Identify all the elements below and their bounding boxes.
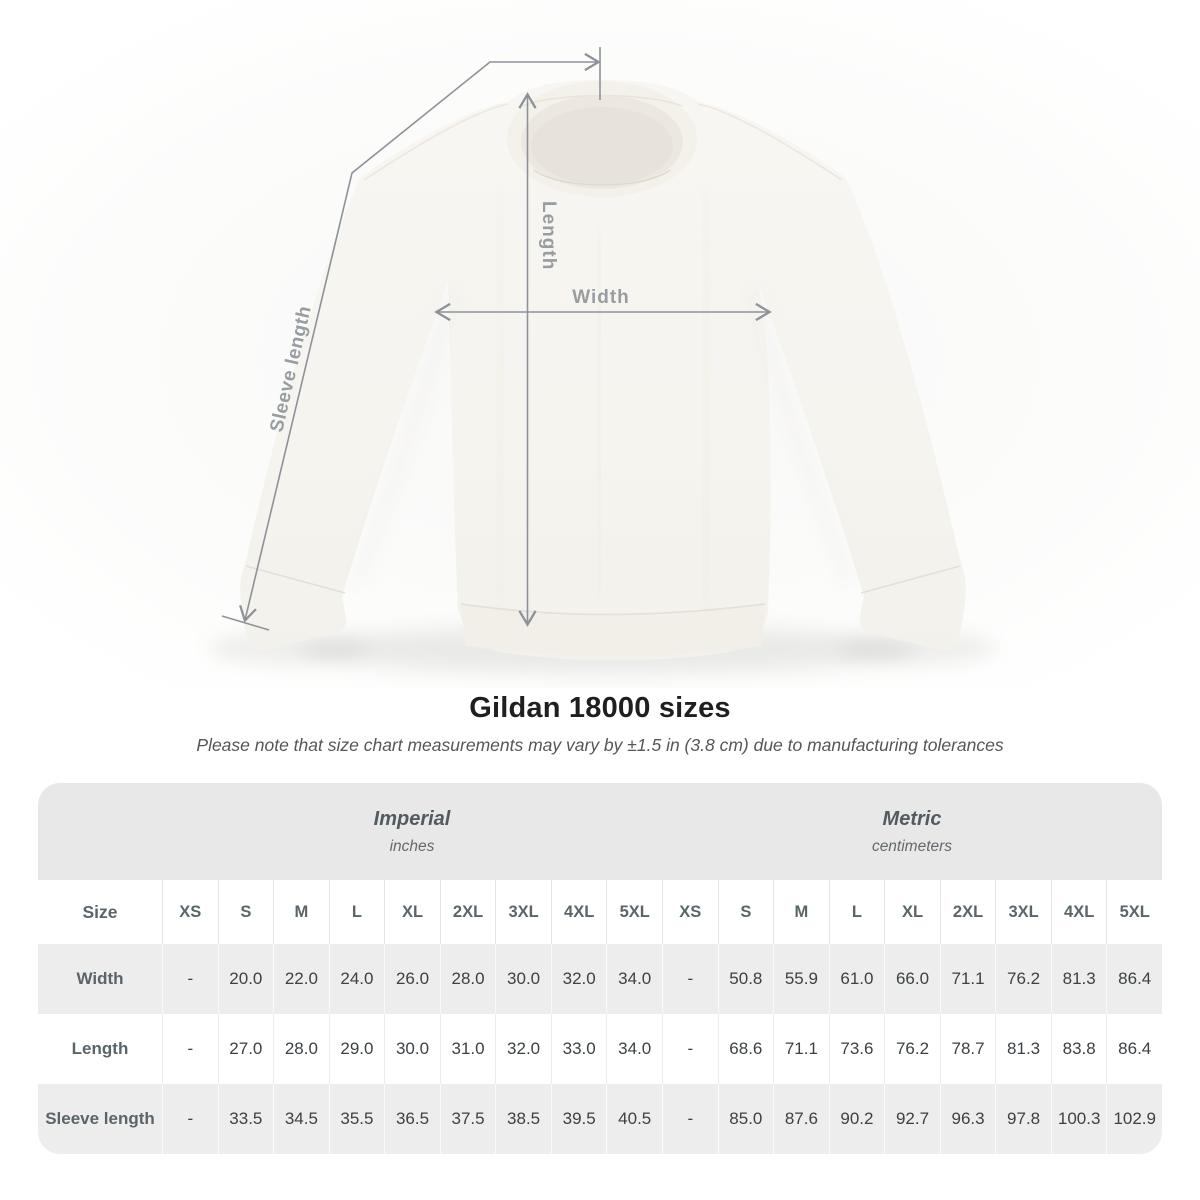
metric-label: Metric <box>882 807 942 830</box>
right-cuff-seam <box>860 565 961 594</box>
cell-value: 83.8 <box>1050 1014 1107 1084</box>
cell-value: 28.0 <box>273 1014 329 1084</box>
imperial-units: inches <box>389 837 435 855</box>
cell-value: 22.0 <box>273 944 329 1014</box>
cell-value: 68.6 <box>717 1014 774 1084</box>
cell-value: 66.0 <box>884 944 940 1014</box>
col-header-metric-xl: XL <box>884 880 940 944</box>
cell-value: 87.6 <box>773 1084 829 1154</box>
right-shoulder-seam <box>697 103 843 181</box>
cell-value: 50.8 <box>717 944 774 1014</box>
cell-value: 81.3 <box>995 1014 1051 1084</box>
collar <box>507 81 697 197</box>
cell-value: 71.1 <box>773 1014 829 1084</box>
cell-value: 86.4 <box>1106 944 1162 1014</box>
cell-value: - <box>662 1014 718 1084</box>
col-header-imperial-l: L <box>328 880 385 944</box>
row-label: Width <box>38 944 162 1014</box>
cell-value: 33.5 <box>217 1084 274 1154</box>
cell-value: 55.9 <box>773 944 829 1014</box>
cell-value: 71.1 <box>939 944 996 1014</box>
col-header-imperial-xs: XS <box>162 880 218 944</box>
col-header-imperial-xl: XL <box>384 880 440 944</box>
cell-value: 86.4 <box>1106 1014 1162 1084</box>
sweatshirt-diagram-svg: Length Width Sleeve length <box>0 0 1200 688</box>
cell-value: - <box>162 1084 218 1154</box>
length-label: Length <box>538 201 559 270</box>
cell-value: - <box>162 1014 218 1084</box>
cell-value: 39.5 <box>550 1084 607 1154</box>
cell-value: 34.5 <box>273 1084 329 1154</box>
measurement-lines <box>221 47 772 631</box>
cuff-tick <box>221 615 270 631</box>
col-header-metric-s: S <box>717 880 774 944</box>
cell-value: 81.3 <box>1050 944 1107 1014</box>
col-header-metric-2xl: 2XL <box>939 880 996 944</box>
col-header-imperial-s: S <box>217 880 274 944</box>
cell-value: 30.0 <box>384 1014 440 1084</box>
col-header-metric-m: M <box>773 880 829 944</box>
col-header-imperial-4xl: 4XL <box>550 880 607 944</box>
cell-value: 102.9 <box>1106 1084 1162 1154</box>
col-header-metric-xs: XS <box>662 880 718 944</box>
col-header-metric-3xl: 3XL <box>995 880 1051 944</box>
row-label: Length <box>71 1039 129 1058</box>
col-header-imperial-3xl: 3XL <box>495 880 551 944</box>
cell-value: 24.0 <box>328 944 385 1014</box>
cell-value: 35.5 <box>328 1084 385 1154</box>
col-header-imperial-2xl: 2XL <box>439 880 496 944</box>
cell-value: 20.0 <box>217 944 274 1014</box>
size-header: Size <box>82 901 118 922</box>
cell-value: 30.0 <box>495 944 551 1014</box>
product-measurement-diagram: Length Width Sleeve length <box>0 0 1200 688</box>
metric-units: centimeters <box>871 837 953 855</box>
imperial-group-header: Imperial inches <box>162 783 662 880</box>
cell-value: 32.0 <box>495 1014 551 1084</box>
sleeve-measure-line <box>239 52 601 623</box>
cell-value: 76.2 <box>884 1014 940 1084</box>
page-title: Gildan 18000 sizes <box>469 692 731 724</box>
cell-value: 76.2 <box>995 944 1051 1014</box>
cell-value: 29.0 <box>328 1014 385 1084</box>
col-header-metric-l: L <box>828 880 885 944</box>
imperial-label: Imperial <box>373 807 451 830</box>
band-corner <box>38 783 162 880</box>
cell-value: 34.0 <box>606 944 662 1014</box>
cell-value: 31.0 <box>439 1014 496 1084</box>
cell-value: 90.2 <box>828 1084 885 1154</box>
cell-value: 34.0 <box>606 1014 662 1084</box>
cell-value: 32.0 <box>550 944 607 1014</box>
col-header-metric-4xl: 4XL <box>1050 880 1107 944</box>
cell-value: 92.7 <box>884 1084 940 1154</box>
cell-value: - <box>662 1084 718 1154</box>
cell-value: 73.6 <box>828 1014 885 1084</box>
row-label: Sleeve length <box>38 1084 162 1154</box>
tolerance-note: Please note that size chart measurements… <box>196 735 1004 755</box>
cell-value: - <box>162 944 218 1014</box>
cell-value: 97.8 <box>995 1084 1051 1154</box>
cell-value: 28.0 <box>439 944 496 1014</box>
cell-value: 85.0 <box>717 1084 774 1154</box>
col-header-metric-5xl: 5XL <box>1106 880 1162 944</box>
cell-value: 40.5 <box>606 1084 662 1154</box>
col-header-imperial-5xl: 5XL <box>606 880 662 944</box>
size-chart-table: Imperial inches Metric centimeters Size … <box>38 783 1162 1154</box>
cell-value: 36.5 <box>384 1084 440 1154</box>
cell-value: 61.0 <box>828 944 885 1014</box>
cell-value: 33.0 <box>550 1014 607 1084</box>
cell-value: 27.0 <box>217 1014 274 1084</box>
cell-value: 26.0 <box>384 944 440 1014</box>
cell-value: 37.5 <box>439 1084 496 1154</box>
cell-value: 78.7 <box>939 1014 996 1084</box>
metric-group-header: Metric centimeters <box>662 783 1162 880</box>
cell-value: 38.5 <box>495 1084 551 1154</box>
cell-value: 100.3 <box>1050 1084 1107 1154</box>
col-header-imperial-m: M <box>273 880 329 944</box>
cell-value: 96.3 <box>939 1084 996 1154</box>
width-label: Width <box>572 287 630 308</box>
cell-value: - <box>662 944 718 1014</box>
